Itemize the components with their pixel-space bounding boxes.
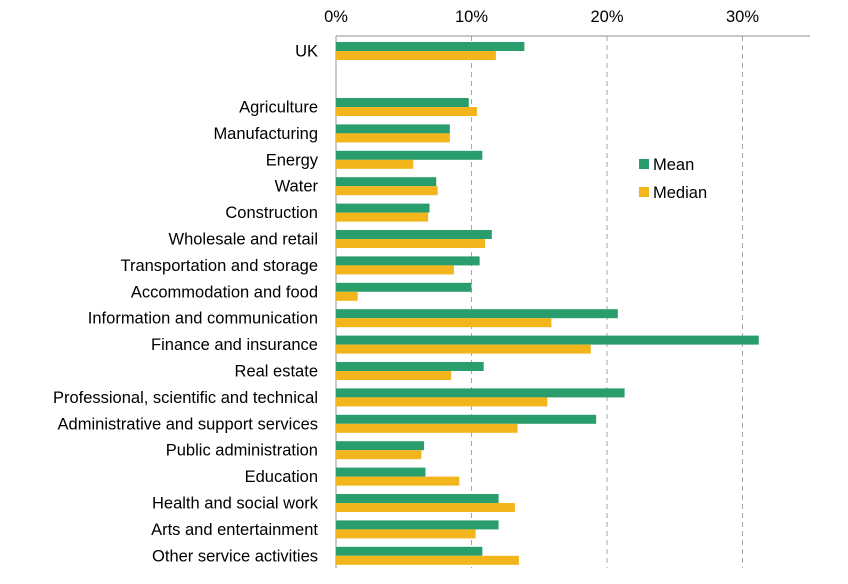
bar-median <box>336 186 438 196</box>
category-label: Agriculture <box>239 99 318 117</box>
bar-mean <box>336 98 469 107</box>
category-label: Administrative and support services <box>58 415 318 433</box>
bar-mean <box>336 441 425 451</box>
bar-mean <box>336 494 499 503</box>
bar-median <box>336 291 358 301</box>
category-label: Arts and entertainment <box>151 521 318 539</box>
bar-median <box>336 51 496 60</box>
category-label: Education <box>245 468 318 486</box>
bar-median <box>336 476 460 486</box>
category-label: Manufacturing <box>213 125 318 143</box>
bar-mean <box>336 335 759 345</box>
bar-median <box>336 212 429 222</box>
bar-median <box>336 529 476 539</box>
bar-mean <box>336 256 480 266</box>
bar-mean <box>336 230 492 239</box>
bar-mean <box>336 414 597 424</box>
category-label: Information and communication <box>88 310 318 328</box>
category-label: Public administration <box>166 442 318 460</box>
category-label: Transportation and storage <box>120 257 318 275</box>
category-label: UK <box>295 43 318 61</box>
bar-mean <box>336 388 625 398</box>
bar-median <box>336 397 548 407</box>
bar-median <box>336 423 518 433</box>
bar-median <box>336 318 552 328</box>
x-tick-label: 0% <box>324 8 348 26</box>
bar-mean <box>336 546 483 556</box>
category-label: Finance and insurance <box>151 336 318 354</box>
legend-label-mean: Mean <box>653 156 694 174</box>
legend-swatch-mean <box>639 159 649 169</box>
bar-mean <box>336 309 618 319</box>
category-labels: UK Agriculture Manufacturing Energy Water Con… <box>53 43 319 566</box>
bar-median <box>336 133 450 143</box>
bar-median <box>336 555 519 565</box>
category-label: Wholesale and retail <box>169 231 319 249</box>
bar-median <box>336 450 422 460</box>
category-label: Real estate <box>235 363 318 381</box>
legend: Mean Median <box>639 156 707 202</box>
category-label: Other service activities <box>152 547 318 565</box>
legend-swatch-median <box>639 187 649 197</box>
x-tick-labels: 0% 10% 20% 30% <box>324 8 759 26</box>
category-label: Health and social work <box>152 495 319 513</box>
bar-median <box>336 503 515 512</box>
bars <box>336 42 759 565</box>
bar-mean <box>336 124 450 134</box>
bar-median <box>336 107 477 116</box>
bar-median <box>336 159 414 169</box>
bar-mean <box>336 467 426 477</box>
legend-label-median: Median <box>653 184 707 202</box>
bar-median <box>336 344 591 354</box>
category-label: Accommodation and food <box>131 283 318 301</box>
bar-mean <box>336 42 525 51</box>
category-label: Water <box>275 178 319 196</box>
x-tick-label: 30% <box>726 8 759 26</box>
bar-mean <box>336 203 430 213</box>
category-label: Professional, scientific and technical <box>53 389 318 407</box>
bar-median <box>336 371 452 380</box>
bar-mean <box>336 150 483 160</box>
x-tick-label: 20% <box>590 8 623 26</box>
x-tick-label: 10% <box>455 8 488 26</box>
bar-mean <box>336 282 472 292</box>
bar-median <box>336 239 486 248</box>
bar-mean <box>336 362 484 371</box>
category-label: Construction <box>225 204 318 222</box>
bar-median <box>336 265 454 275</box>
bar-mean <box>336 177 437 187</box>
category-label: Energy <box>266 151 319 169</box>
bar-mean <box>336 520 499 530</box>
